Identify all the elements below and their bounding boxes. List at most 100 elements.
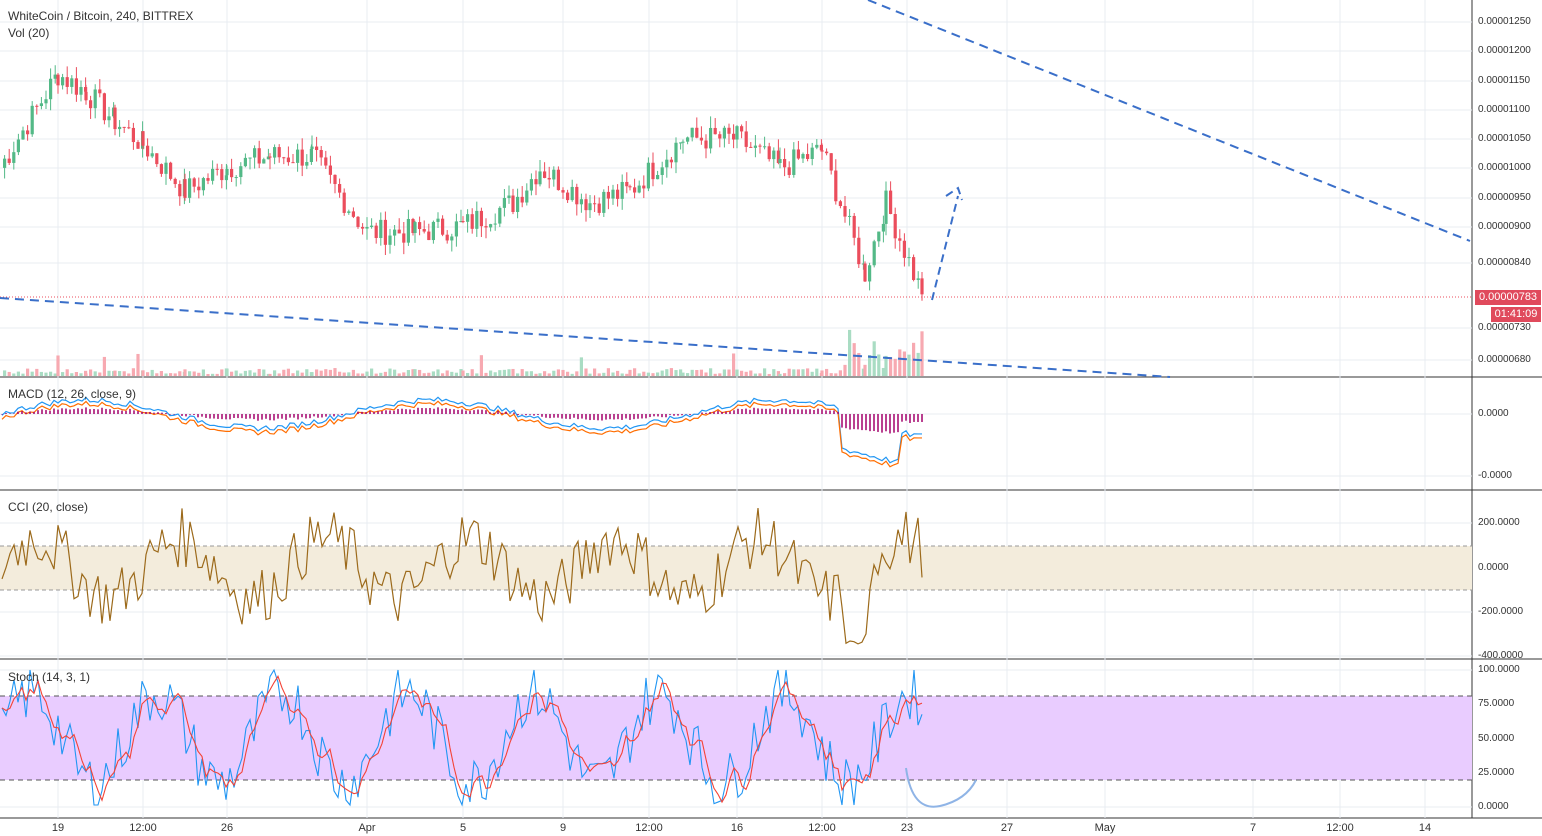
volume-bar — [475, 373, 479, 376]
macd-pane — [1, 396, 923, 468]
candle-body — [84, 91, 88, 101]
candle-body — [611, 189, 615, 199]
candle-body — [277, 147, 281, 158]
volume-bar — [450, 371, 454, 376]
volume-bar — [461, 370, 465, 376]
volume-bar — [543, 371, 547, 376]
volume-bar — [30, 371, 34, 376]
candle-body — [65, 77, 69, 87]
date-tick-label: 19 — [51, 822, 65, 834]
volume-bar — [620, 373, 624, 376]
candle-body — [588, 203, 592, 211]
volume-bar — [383, 371, 387, 376]
stoch-tick-label: 0.0000 — [1478, 801, 1509, 812]
volume-bar — [872, 341, 876, 376]
candle-body — [234, 177, 238, 179]
volume-bar — [907, 354, 911, 376]
volume-bar — [35, 368, 39, 376]
candle-body — [665, 159, 669, 168]
candle-body — [197, 186, 201, 191]
candle-body — [776, 150, 780, 164]
candle-body — [912, 257, 916, 280]
volume-bar — [525, 371, 529, 376]
candle-body — [338, 184, 342, 193]
candle-body — [328, 165, 332, 175]
volume-bar — [575, 371, 579, 376]
volume-bar — [39, 371, 43, 376]
volume-bar — [89, 369, 93, 376]
candle-body — [310, 146, 314, 149]
candle-body — [393, 229, 397, 236]
candle-body — [819, 144, 823, 151]
candle-body — [507, 195, 511, 199]
candle-body — [178, 184, 182, 197]
volume-bar — [633, 368, 637, 376]
candle-body — [388, 235, 392, 245]
volume-bar — [411, 369, 415, 376]
candle-body — [282, 157, 286, 159]
candle-body — [201, 178, 205, 191]
volume-bar — [801, 369, 805, 376]
candle-body — [584, 199, 588, 211]
candle-body — [570, 186, 574, 201]
volume-bar — [351, 369, 355, 376]
candle-body — [12, 152, 16, 163]
candle-body — [575, 186, 579, 205]
candle-body — [397, 229, 401, 234]
volume-bar — [616, 370, 620, 376]
candle-body — [44, 99, 48, 104]
cci-tick-label: -200.0000 — [1478, 606, 1524, 617]
volume-bar — [852, 343, 856, 376]
candle-body — [206, 178, 210, 181]
volume-bar — [44, 372, 48, 376]
candle-body — [534, 179, 538, 185]
candle-body — [411, 218, 415, 234]
volume-bar — [889, 357, 893, 376]
volume-bar — [902, 351, 906, 376]
volume-bar — [637, 373, 641, 376]
candle-body — [319, 150, 323, 158]
candle-body — [98, 89, 102, 94]
candle-body — [763, 146, 767, 148]
macd-tick-label: 0.0000 — [1478, 408, 1509, 419]
volume-bar — [93, 371, 97, 376]
last-price-tag: 0.00000783 — [1475, 290, 1541, 305]
stoch-band — [0, 696, 1472, 780]
macd-tick-label: -0.0000 — [1478, 470, 1512, 481]
volume-bar — [310, 372, 314, 376]
candle-body — [735, 126, 739, 140]
candle-body — [713, 127, 717, 135]
volume-bar — [642, 371, 646, 376]
candle-body — [70, 78, 74, 87]
candle-body — [296, 149, 300, 163]
signal-line — [1, 400, 923, 468]
candle-body — [767, 146, 771, 160]
volume-bar — [113, 370, 117, 376]
date-tick-label: 27 — [1000, 822, 1014, 834]
volume-bar — [253, 372, 257, 376]
candle-body — [26, 130, 30, 135]
volume-bar — [502, 369, 506, 376]
price-tick-label: 0.00001150 — [1478, 75, 1531, 86]
candle-body — [266, 156, 270, 160]
candle-body — [872, 241, 876, 266]
candle-body — [356, 216, 360, 227]
candle-body — [291, 162, 295, 164]
candle-body — [159, 164, 163, 174]
candle-body — [690, 127, 694, 138]
candle-body — [262, 159, 266, 164]
volume-bar — [431, 371, 435, 376]
candle-body — [169, 162, 173, 179]
volume-bar — [7, 371, 11, 376]
cci-tick-label: 200.0000 — [1478, 517, 1520, 528]
volume-bar — [695, 369, 699, 376]
cci-band — [0, 546, 1472, 590]
candle-body — [248, 157, 252, 159]
volume-bar — [206, 373, 210, 376]
candle-body — [16, 139, 20, 153]
price-tick-label: 0.00001200 — [1478, 45, 1531, 56]
volume-bar — [155, 373, 159, 376]
candle-body — [852, 215, 856, 238]
candle-body — [131, 127, 135, 143]
